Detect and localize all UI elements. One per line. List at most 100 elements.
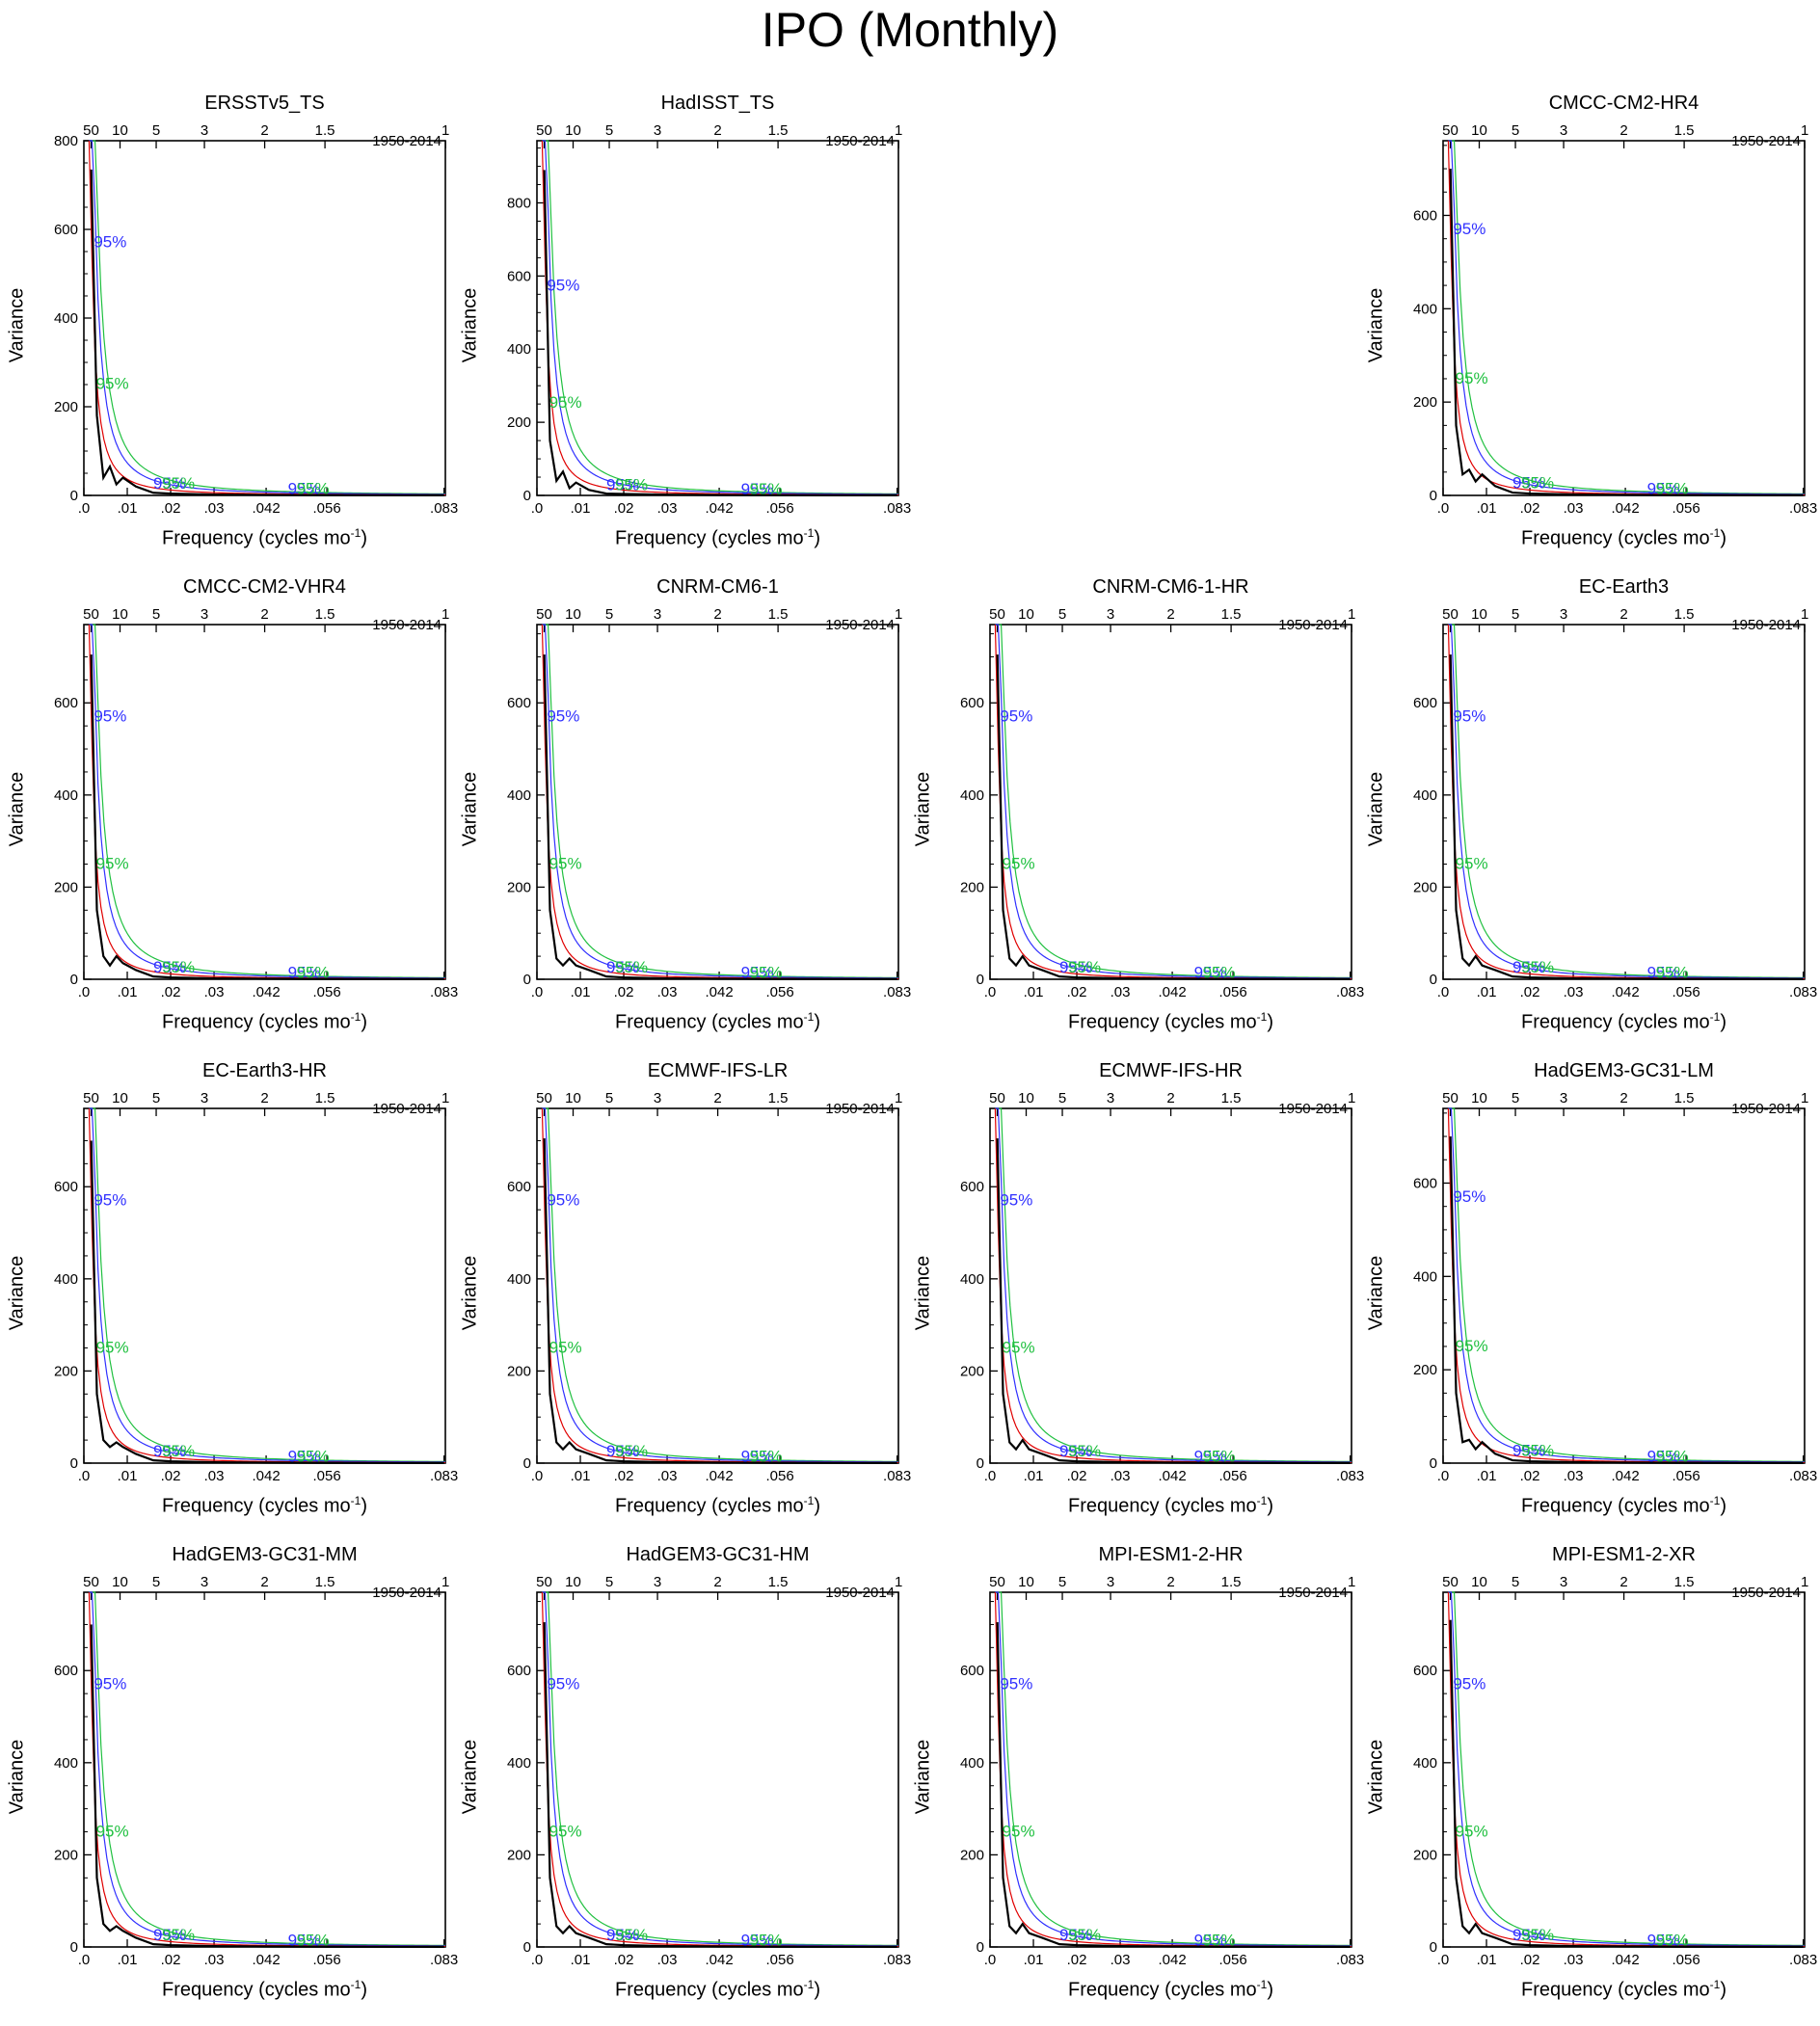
period-label: 1950-2014 [1731,1585,1801,1601]
x-axis-title-part: Frequency (cycles mo [615,1495,804,1517]
x-tick-label: .0 [531,500,544,517]
y-axis-title: Variance [6,287,28,363]
x-tick-label: .02 [161,984,181,1000]
y-tick-label: 400 [960,1755,984,1772]
x-tick-label: .02 [161,500,181,517]
x-axis-title-part: Frequency (cycles mo [1068,1011,1257,1033]
ci-label: 95% [741,1932,774,1950]
top-tick-label: 2 [260,1574,268,1590]
y-tick-label: 600 [507,1663,531,1679]
chart-svg: 0 200 400 600 .0 .01 .02 .03 .042 .056 .083 50 10 5 3 2… [1413,1574,1817,1968]
ci-label: 95% [750,964,783,982]
period-label: 1950-2014 [372,1585,442,1601]
spectrum-line [90,1140,444,1464]
x-tick-label: .042 [705,984,733,1000]
x-tick-label: .042 [1611,1952,1639,1968]
y-axis-title: Variance [6,771,28,847]
y-tick-label: 600 [54,695,78,711]
y-tick-label: 0 [70,972,78,988]
chart-panel: EC-Earth3-HR 0 200 400 600 .0 .01 .02 .03 .042 .05… [6,1060,459,1542]
x-axis-title-part: ) [1267,1979,1273,2001]
top-tick-label: 2 [1619,1090,1627,1106]
panel-title: HadGEM3-GC31-LM [1534,1060,1714,1081]
spectrum-line [1449,1619,1804,1948]
y-axis-title: Variance [459,1739,481,1815]
x-axis-title-part: ) [814,527,820,549]
y-tick-label: 0 [1430,972,1437,988]
chart-panel: HadISST_TS 0 200 400 600 800 .0 .01 .02 .03 .042 .0… [459,93,912,574]
ci-label: 95% [288,1448,321,1466]
period-label: 1950-2014 [1278,1101,1348,1117]
x-tick-label: .056 [1672,984,1700,1000]
red-noise-curve [88,1107,446,1464]
x-tick-label: .056 [1218,1468,1246,1484]
x-tick-label: .02 [161,1952,181,1968]
ci-label: 95% [1521,1926,1554,1944]
ci-label: 95% [153,1926,186,1944]
top-tick-label: 5 [605,122,613,139]
chart-svg: 0 200 400 600 .0 .01 .02 .03 .042 .056 .083 50 10 5 3 2… [1413,122,1817,517]
ci-label: 95% [1000,706,1032,725]
x-tick-label: .02 [614,984,634,1000]
top-tick-label: 1.5 [1674,1574,1695,1590]
period-label: 1950-2014 [825,133,895,149]
ci-label: 95% [94,1674,126,1693]
ci-label: 95% [750,1932,783,1950]
top-tick-label: 10 [1018,1574,1034,1590]
ci-label: 95% [1453,1187,1485,1206]
ci-label: 95% [1647,1932,1680,1950]
top-tick-label: 50 [536,1574,552,1590]
ci-label: 95% [1521,1442,1554,1460]
top-tick-label: 2 [1166,1574,1174,1590]
y-tick-label: 0 [977,1455,984,1472]
ci-label: 95% [741,480,774,498]
y-tick-label: 200 [1413,394,1437,411]
spectrum-line [90,169,444,496]
plot-frame [83,1107,446,1464]
x-tick-label: .03 [1564,1468,1584,1484]
x-axis-title-part: Frequency (cycles mo [1521,1011,1710,1033]
x-tick-label: .0 [984,1952,997,1968]
chart-panel: MPI-ESM1-2-HR 0 200 400 600 .0 .01 .02 .03 .042 .0… [912,1544,1365,2026]
ci-label: 95% [547,706,579,725]
x-axis-title-part: -1 [350,1978,361,1991]
ci-label: 95% [1456,1822,1488,1840]
ci-label: 95% [1521,958,1554,976]
x-axis-title-part: -1 [803,1978,815,1991]
top-tick-label: 3 [654,606,661,623]
y-tick-label: 200 [960,879,984,895]
top-tick-label: 50 [1442,606,1459,623]
ci-label: 95% [1453,1674,1485,1693]
top-tick-label: 50 [989,1574,1005,1590]
panel-title: MPI-ESM1-2-HR [1098,1544,1244,1565]
ci-label: 95% [549,1338,582,1356]
x-tick-label: .03 [1111,1468,1131,1484]
y-tick-label: 400 [1413,1755,1437,1772]
top-tick-label: 50 [536,1090,552,1106]
x-tick-label: .01 [1024,1468,1044,1484]
top-tick-label: 3 [1107,606,1114,623]
x-tick-label: .03 [204,984,225,1000]
spectrum-line [996,654,1351,980]
chart-panel: CNRM-CM6-1 0 200 400 600 .0 .01 .02 .03 .042 .056.… [459,576,912,1058]
x-tick-label: .01 [118,1952,138,1968]
red-noise-curve [1447,140,1806,496]
ci-green-curve [542,1591,899,1946]
y-tick-label: 200 [1413,879,1437,895]
ci-label: 95% [1512,1442,1545,1460]
ci-green-curve [995,624,1352,978]
top-tick-label: 1 [1348,1574,1355,1590]
plot-frame [83,1591,446,1948]
top-tick-label: 50 [83,122,99,139]
x-axis-title: Frequency (cycles mo-1) [1443,1010,1805,1034]
y-tick-label: 200 [507,414,531,431]
x-tick-label: .02 [1520,984,1540,1000]
ci-label: 95% [1068,958,1101,976]
x-axis-title-part: ) [1720,1011,1726,1033]
x-tick-label: .02 [1067,984,1087,1000]
panel-title: HadISST_TS [660,93,775,114]
top-tick-label: 5 [605,1090,613,1106]
ci-label: 95% [615,1442,648,1460]
top-tick-label: 50 [989,606,1005,623]
top-tick-label: 1.5 [768,1574,789,1590]
